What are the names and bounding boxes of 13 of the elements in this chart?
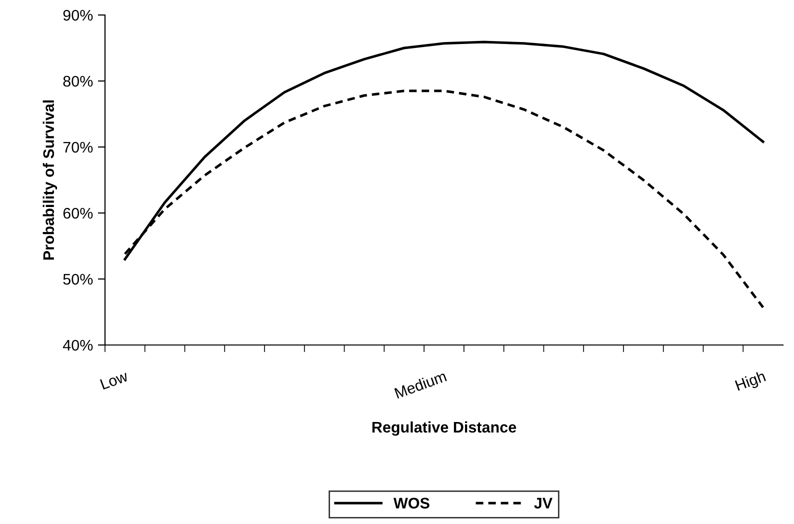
y-tick-label: 60% — [63, 208, 93, 219]
y-tick-label: 90% — [63, 10, 93, 21]
y-tick-label: 80% — [63, 76, 93, 87]
legend-label: JV — [534, 498, 552, 509]
y-axis-title: Probability of Survival — [42, 100, 58, 260]
y-tick-label: 40% — [62, 340, 93, 351]
x-axis-title: Regulative Distance — [372, 421, 516, 436]
x-tick-label: High — [734, 370, 767, 394]
x-tick-label: Low — [100, 370, 129, 390]
x-tick-label: Medium — [394, 370, 447, 399]
legend-label: WOS — [394, 498, 430, 509]
y-tick-label: 70% — [63, 142, 93, 153]
y-tick-label: 50% — [63, 274, 93, 285]
